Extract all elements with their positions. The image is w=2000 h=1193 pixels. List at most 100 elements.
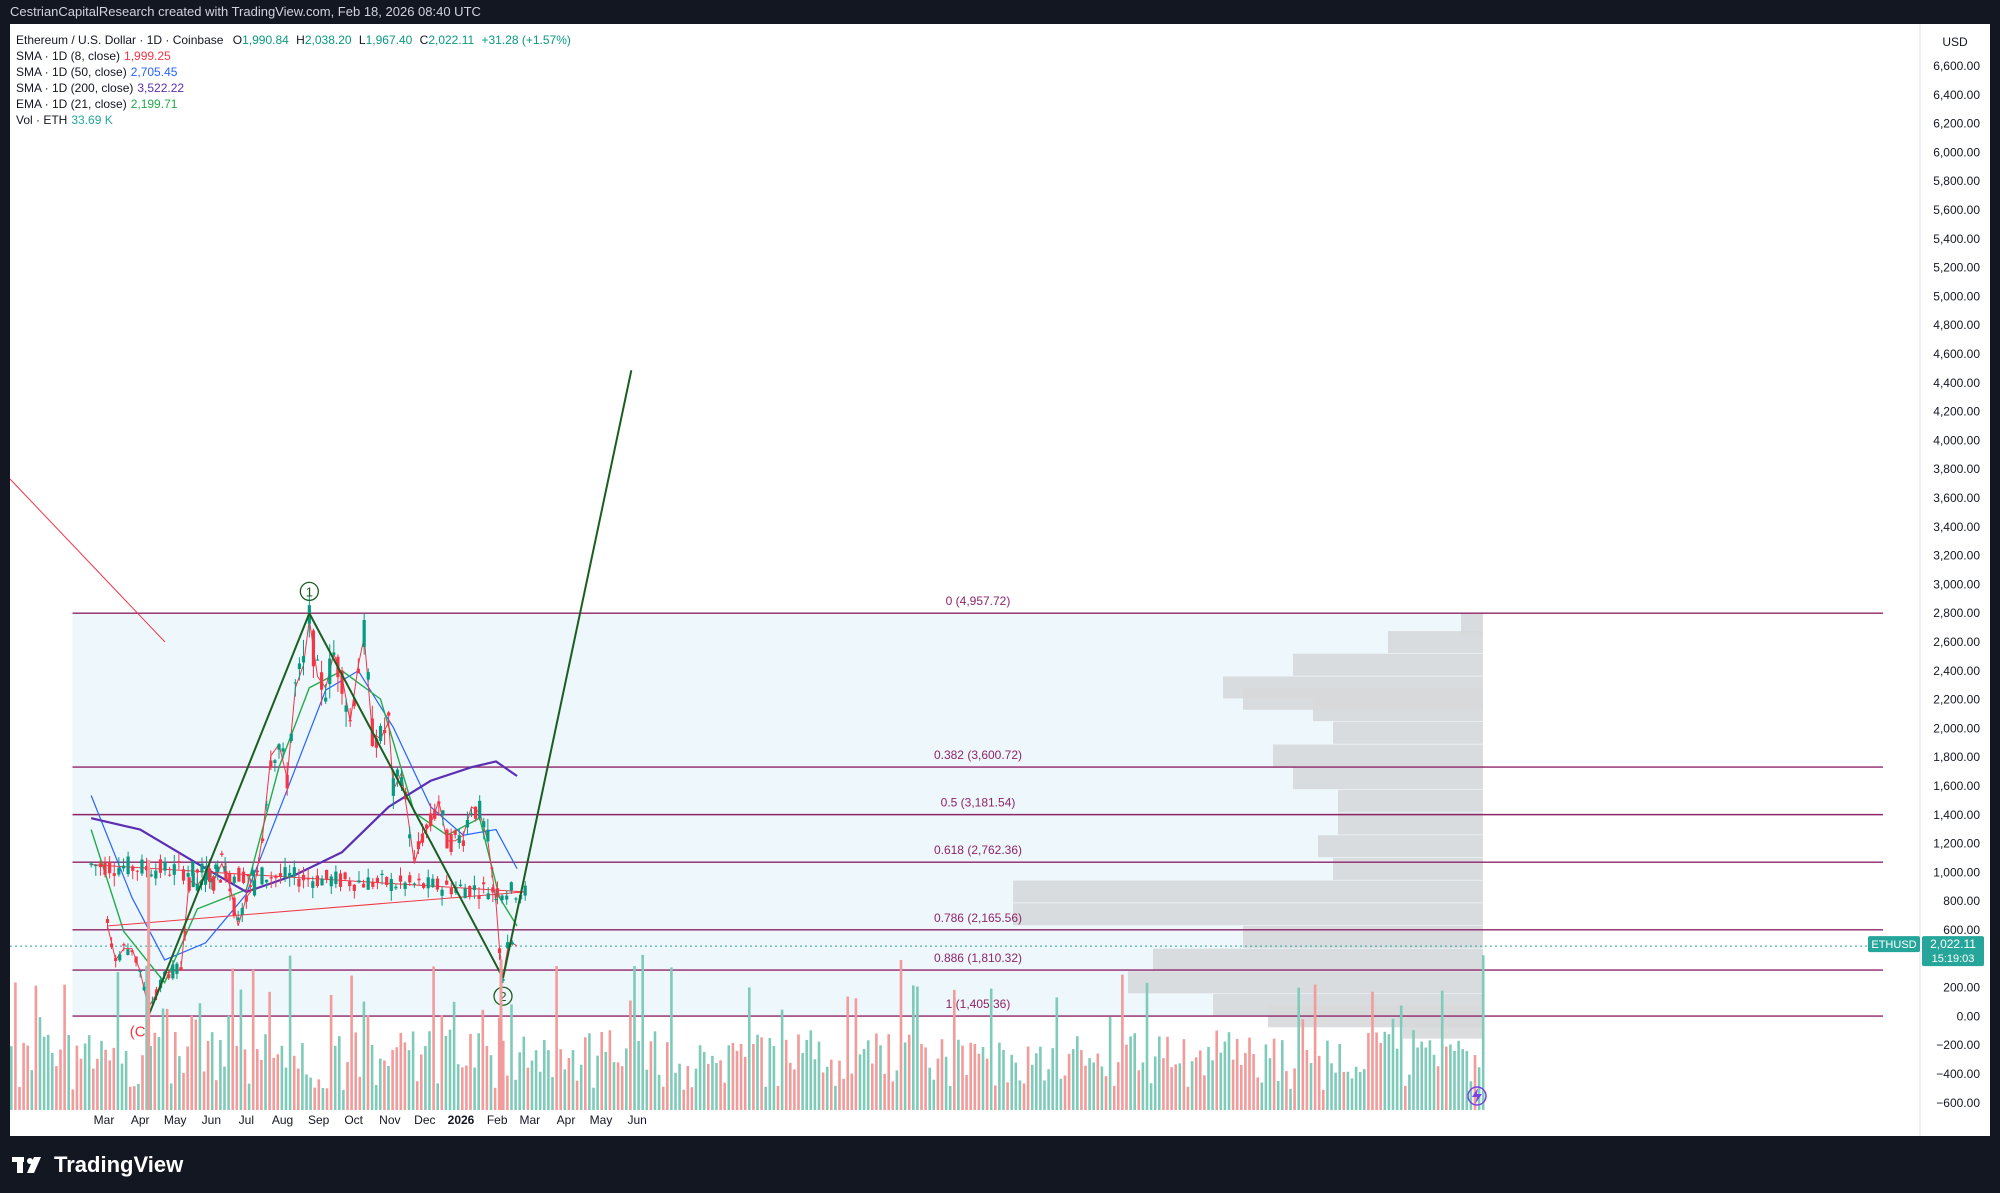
y-axis-label: 600.00: [1943, 923, 1980, 937]
volume-bar: [506, 1075, 509, 1110]
candle-body: [220, 853, 224, 855]
y-axis-label: −400.00: [1936, 1067, 1980, 1081]
volume-bar: [108, 1060, 111, 1110]
volume-bar: [329, 994, 333, 1110]
candle-body: [135, 870, 139, 872]
volume-bar: [1022, 1083, 1026, 1110]
y-axis-label: 6,000.00: [1933, 145, 1980, 159]
volume-bar: [124, 1050, 128, 1110]
volume-bar: [63, 984, 66, 1110]
y-axis-label: 2,800.00: [1933, 606, 1980, 620]
volume-bar: [440, 1015, 444, 1110]
volume-bar: [51, 1052, 54, 1110]
volume-bar: [338, 1036, 341, 1110]
candle-body: [361, 883, 366, 888]
candle-body: [261, 838, 265, 842]
volume-bar: [1207, 1046, 1210, 1110]
volume-bar: [436, 1083, 439, 1110]
volume-bar: [707, 1063, 710, 1110]
volume-bar: [715, 1063, 718, 1110]
volume-bar: [272, 1057, 275, 1110]
x-axis-label: May: [590, 1113, 613, 1127]
volume-bar: [932, 1079, 936, 1110]
volume-bar: [10, 1046, 13, 1110]
price-chart[interactable]: 0 (4,957.72) 0.382 (3,600.72) 0.5 (3,181.5…: [9, 24, 1990, 1136]
candle-body: [482, 821, 486, 828]
legend-sma8[interactable]: SMA · 1D (8, close) 1,999.25: [16, 48, 571, 64]
candle-body: [195, 869, 199, 873]
volume-bar: [79, 1058, 83, 1110]
candle-body: [187, 877, 191, 891]
candle-body: [453, 830, 457, 835]
candle-body: [281, 748, 285, 752]
legend-ema21[interactable]: EMA · 1D (21, close) 2,199.71: [16, 96, 571, 112]
candle-body: [357, 880, 361, 883]
volume-bar: [1281, 1040, 1284, 1110]
x-axis-label: Jul: [239, 1113, 254, 1127]
volume-profile-bar: [1013, 880, 1483, 903]
volume-bar: [1182, 1039, 1186, 1110]
volume-bar: [735, 1050, 739, 1110]
y-axis-label: 6,200.00: [1933, 117, 1980, 131]
candle-body: [501, 979, 505, 981]
y-axis-label: 3,200.00: [1933, 549, 1980, 563]
legend-volume[interactable]: Vol · ETH 33.69 K: [16, 112, 571, 128]
candle-body: [240, 907, 244, 915]
legend-sma200[interactable]: SMA · 1D (200, close) 3,522.22: [16, 80, 571, 96]
ohlc-low: 1,967.40: [365, 33, 413, 47]
volume-bar: [920, 1043, 923, 1110]
candle-body: [366, 672, 370, 680]
volume-bar: [219, 1039, 222, 1110]
volume-bar: [575, 1080, 579, 1110]
volume-bar: [1231, 1059, 1235, 1110]
volume-bar: [407, 1050, 411, 1110]
volume-bar: [1391, 1018, 1395, 1110]
y-axis-label: 5,000.00: [1933, 289, 1980, 303]
volume-bar: [1035, 1053, 1038, 1110]
y-axis-label: 3,800.00: [1933, 462, 1980, 476]
volume-bar: [600, 1032, 603, 1110]
x-axis-label: Mar: [520, 1113, 541, 1127]
volume-bar: [399, 1033, 403, 1110]
volume-bar: [231, 968, 234, 1110]
candle-body: [273, 760, 277, 763]
volume-bar: [202, 1071, 206, 1110]
top-credit-bar: CestrianCapitalResearch created with Tra…: [0, 0, 2000, 24]
candle-body: [223, 866, 227, 873]
candle-body: [301, 656, 306, 663]
candle-body: [200, 863, 204, 873]
volume-bar: [174, 1031, 177, 1110]
volume-bar: [940, 1039, 944, 1110]
candle-body: [352, 884, 356, 891]
candle-body: [431, 878, 435, 888]
volume-bar: [641, 954, 644, 1110]
x-axis-label: Mar: [94, 1113, 115, 1127]
candle-body: [114, 958, 118, 961]
volume-bar: [1112, 1085, 1116, 1110]
volume-bar: [1428, 1040, 1432, 1110]
y-axis-label: 3,000.00: [1933, 577, 1980, 591]
tradingview-logo[interactable]: TradingView: [12, 1152, 183, 1178]
candle-body: [461, 840, 465, 846]
volume-bar: [588, 1033, 591, 1110]
candle-body: [387, 712, 391, 716]
volume-bar: [723, 1082, 726, 1110]
volume-bar: [1289, 1088, 1292, 1110]
chart-frame: 0 (4,957.72) 0.382 (3,600.72) 0.5 (3,181.5…: [9, 24, 1990, 1136]
ohlc-close-label: C: [419, 33, 429, 47]
volume-bar: [616, 1062, 620, 1110]
volume-bar: [1088, 1058, 1091, 1110]
candle-body: [506, 942, 510, 949]
candle-body: [523, 885, 527, 896]
legend-title-row: Ethereum / U.S. Dollar · 1D · Coinbase O…: [16, 32, 571, 48]
volume-bar: [944, 1056, 948, 1110]
candle-body: [265, 804, 269, 806]
candle-body: [269, 760, 273, 768]
candle-body: [218, 879, 223, 883]
legend-sma50[interactable]: SMA · 1D (50, close) 2,705.45: [16, 64, 571, 80]
volume-bar: [264, 1034, 267, 1110]
volume-bar: [1399, 1005, 1403, 1110]
candle-body: [495, 888, 500, 898]
candle-body: [117, 867, 121, 875]
volume-bar: [1006, 1082, 1009, 1110]
